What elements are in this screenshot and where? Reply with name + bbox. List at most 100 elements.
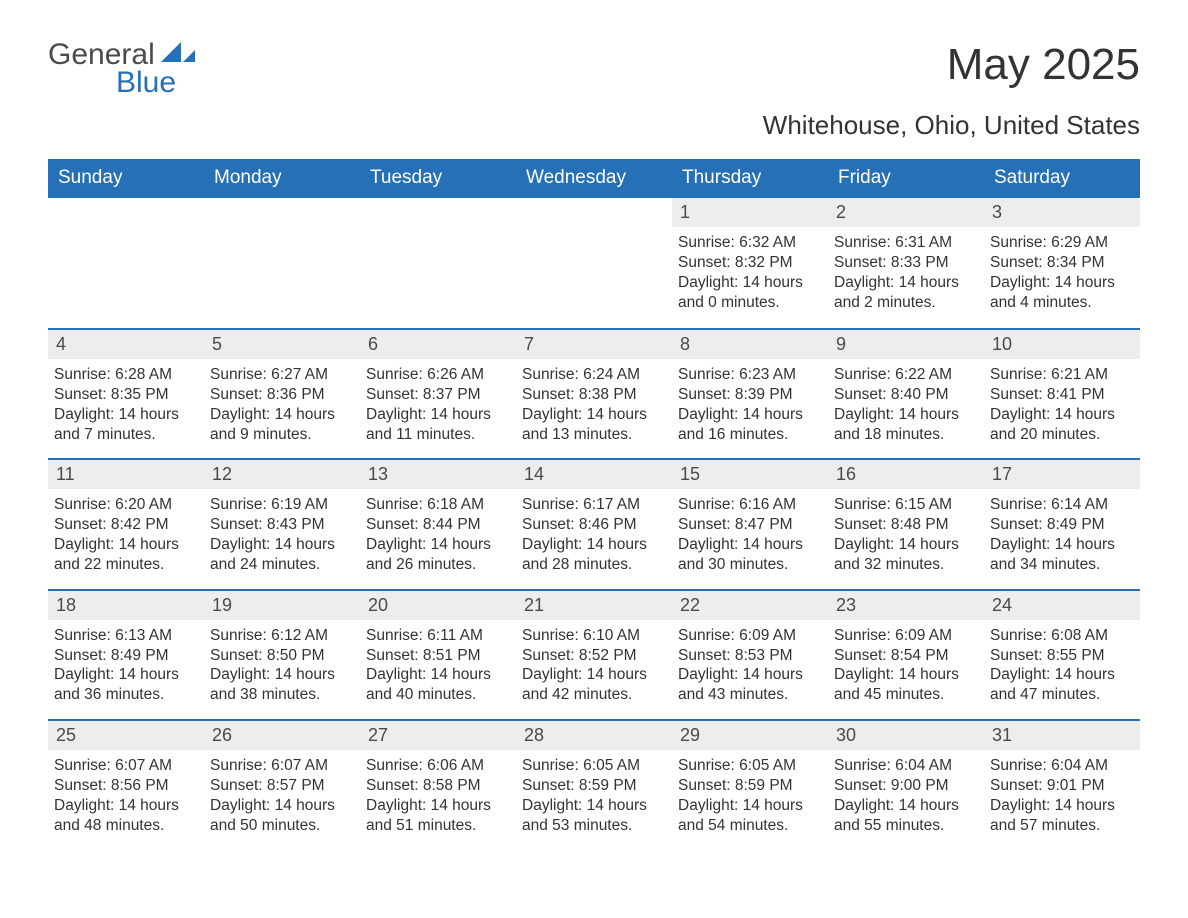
calendar-day: 3Sunrise: 6:29 AMSunset: 8:34 PMDaylight… [984, 198, 1140, 328]
sunrise-text: Sunrise: 6:04 AM [834, 756, 978, 776]
calendar-day [360, 198, 516, 328]
day-details: Sunrise: 6:18 AMSunset: 8:44 PMDaylight:… [366, 495, 510, 574]
daylight-text: Daylight: 14 hours and 43 minutes. [678, 665, 822, 705]
sunrise-text: Sunrise: 6:22 AM [834, 365, 978, 385]
sunset-text: Sunset: 8:32 PM [678, 253, 822, 273]
dow-cell: Saturday [984, 159, 1140, 198]
sunset-text: Sunset: 8:43 PM [210, 515, 354, 535]
sunrise-text: Sunrise: 6:18 AM [366, 495, 510, 515]
daylight-text: Daylight: 14 hours and 26 minutes. [366, 535, 510, 575]
calendar-day: 19Sunrise: 6:12 AMSunset: 8:50 PMDayligh… [204, 591, 360, 719]
dow-cell: Friday [828, 159, 984, 198]
sunset-text: Sunset: 9:00 PM [834, 776, 978, 796]
sunset-text: Sunset: 8:42 PM [54, 515, 198, 535]
day-number: 28 [516, 721, 672, 750]
day-number: 14 [516, 460, 672, 489]
daylight-text: Daylight: 14 hours and 47 minutes. [990, 665, 1134, 705]
calendar-day: 13Sunrise: 6:18 AMSunset: 8:44 PMDayligh… [360, 460, 516, 588]
calendar-day: 10 Sunrise: 6:21 AMSunset: 8:41 PMDayligh… [984, 330, 1140, 458]
sunrise-text: Sunrise: 6:05 AM [522, 756, 666, 776]
calendar-day: 31Sunrise: 6:04 AMSunset: 9:01 PMDayligh… [984, 721, 1140, 849]
daylight-text: Daylight: 14 hours and 13 minutes. [522, 405, 666, 445]
day-details: Sunrise: 6:14 AMSunset: 8:49 PMDaylight:… [990, 495, 1134, 574]
sunset-text: Sunset: 8:56 PM [54, 776, 198, 796]
calendar-day: 7Sunrise: 6:24 AMSunset: 8:38 PMDaylight… [516, 330, 672, 458]
calendar-day: 23Sunrise: 6:09 AMSunset: 8:54 PMDayligh… [828, 591, 984, 719]
daylight-text: Daylight: 14 hours and 28 minutes. [522, 535, 666, 575]
sunrise-text: Sunrise: 6:12 AM [210, 626, 354, 646]
calendar-day: 17Sunrise: 6:14 AMSunset: 8:49 PMDayligh… [984, 460, 1140, 588]
calendar-day: 15Sunrise: 6:16 AMSunset: 8:47 PMDayligh… [672, 460, 828, 588]
day-details: Sunrise: 6:12 AMSunset: 8:50 PMDaylight:… [210, 626, 354, 705]
sunset-text: Sunset: 8:39 PM [678, 385, 822, 405]
sunrise-text: Sunrise: 6:11 AM [366, 626, 510, 646]
sunrise-text: Sunrise: 6:13 AM [54, 626, 198, 646]
sunrise-text: Sunrise: 6:17 AM [522, 495, 666, 515]
day-details: Sunrise: 6:04 AMSunset: 9:00 PMDaylight:… [834, 756, 978, 835]
sunset-text: Sunset: 8:55 PM [990, 646, 1134, 666]
sunrise-text: Sunrise: 6:27 AM [210, 365, 354, 385]
sunset-text: Sunset: 8:57 PM [210, 776, 354, 796]
day-details: Sunrise: 6:05 AMSunset: 8:59 PMDaylight:… [678, 756, 822, 835]
calendar-day: 29Sunrise: 6:05 AMSunset: 8:59 PMDayligh… [672, 721, 828, 849]
daylight-text: Daylight: 14 hours and 55 minutes. [834, 796, 978, 836]
daylight-text: Daylight: 14 hours and 0 minutes. [678, 273, 822, 313]
calendar-week: 1Sunrise: 6:32 AMSunset: 8:32 PMDaylight… [48, 198, 1140, 328]
daylight-text: Daylight: 14 hours and 7 minutes. [54, 405, 198, 445]
page-title: May 2025 [947, 40, 1140, 90]
calendar-day: 26Sunrise: 6:07 AMSunset: 8:57 PMDayligh… [204, 721, 360, 849]
brand-logo: General Blue [48, 40, 195, 100]
dow-cell: Monday [204, 159, 360, 198]
day-details: Sunrise: 6:32 AMSunset: 8:32 PMDaylight:… [678, 233, 822, 312]
day-details: Sunrise: 6:09 AMSunset: 8:54 PMDaylight:… [834, 626, 978, 705]
daylight-text: Daylight: 14 hours and 53 minutes. [522, 796, 666, 836]
daylight-text: Daylight: 14 hours and 36 minutes. [54, 665, 198, 705]
daylight-text: Daylight: 14 hours and 11 minutes. [366, 405, 510, 445]
sunrise-text: Sunrise: 6:06 AM [366, 756, 510, 776]
day-number: 10 [984, 330, 1140, 359]
sunrise-text: Sunrise: 6:31 AM [834, 233, 978, 253]
sunset-text: Sunset: 8:44 PM [366, 515, 510, 535]
day-number: 12 [204, 460, 360, 489]
sunset-text: Sunset: 8:48 PM [834, 515, 978, 535]
calendar-day: 5Sunrise: 6:27 AMSunset: 8:36 PMDaylight… [204, 330, 360, 458]
daylight-text: Daylight: 14 hours and 4 minutes. [990, 273, 1134, 313]
day-details: Sunrise: 6:26 AMSunset: 8:37 PMDaylight:… [366, 365, 510, 444]
day-details: Sunrise: 6:11 AMSunset: 8:51 PMDaylight:… [366, 626, 510, 705]
day-details: Sunrise: 6:31 AMSunset: 8:33 PMDaylight:… [834, 233, 978, 312]
day-details: Sunrise: 6:21 AMSunset: 8:41 PMDaylight:… [990, 365, 1134, 444]
daylight-text: Daylight: 14 hours and 30 minutes. [678, 535, 822, 575]
day-number: 26 [204, 721, 360, 750]
day-number: 22 [672, 591, 828, 620]
sunset-text: Sunset: 8:36 PM [210, 385, 354, 405]
day-details: Sunrise: 6:27 AMSunset: 8:36 PMDaylight:… [210, 365, 354, 444]
day-number: 7 [516, 330, 672, 359]
logo-word-blue: Blue [116, 66, 195, 100]
sunset-text: Sunset: 8:46 PM [522, 515, 666, 535]
sunset-text: Sunset: 9:01 PM [990, 776, 1134, 796]
sunrise-text: Sunrise: 6:20 AM [54, 495, 198, 515]
day-number: 18 [48, 591, 204, 620]
day-number: 6 [360, 330, 516, 359]
calendar-day: 4Sunrise: 6:28 AMSunset: 8:35 PMDaylight… [48, 330, 204, 458]
sunset-text: Sunset: 8:52 PM [522, 646, 666, 666]
sail-icon [161, 40, 195, 69]
calendar-day [204, 198, 360, 328]
sunrise-text: Sunrise: 6:10 AM [522, 626, 666, 646]
daylight-text: Daylight: 14 hours and 34 minutes. [990, 535, 1134, 575]
calendar-day: 2Sunrise: 6:31 AMSunset: 8:33 PMDaylight… [828, 198, 984, 328]
sunset-text: Sunset: 8:49 PM [990, 515, 1134, 535]
sunset-text: Sunset: 8:40 PM [834, 385, 978, 405]
dow-cell: Sunday [48, 159, 204, 198]
daylight-text: Daylight: 14 hours and 2 minutes. [834, 273, 978, 313]
sunrise-text: Sunrise: 6:23 AM [678, 365, 822, 385]
sunset-text: Sunset: 8:58 PM [366, 776, 510, 796]
daylight-text: Daylight: 14 hours and 42 minutes. [522, 665, 666, 705]
day-details: Sunrise: 6:22 AMSunset: 8:40 PMDaylight:… [834, 365, 978, 444]
day-number: 15 [672, 460, 828, 489]
daylight-text: Daylight: 14 hours and 18 minutes. [834, 405, 978, 445]
calendar-day: 6 Sunrise: 6:26 AMSunset: 8:37 PMDaylight… [360, 330, 516, 458]
daylight-text: Daylight: 14 hours and 57 minutes. [990, 796, 1134, 836]
calendar-day: 27Sunrise: 6:06 AMSunset: 8:58 PMDayligh… [360, 721, 516, 849]
calendar-day: 12Sunrise: 6:19 AMSunset: 8:43 PMDayligh… [204, 460, 360, 588]
